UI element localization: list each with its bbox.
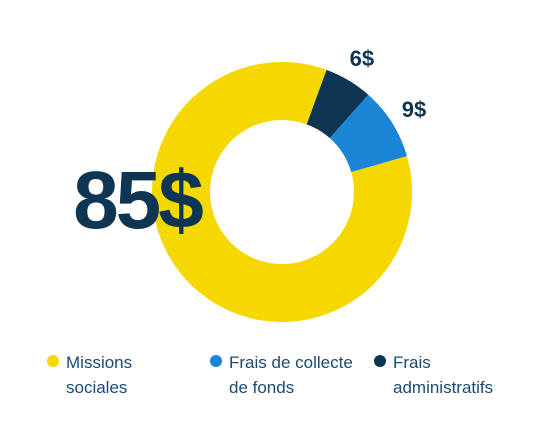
legend-label-frais-collecte: Frais de collecte de fonds <box>229 353 353 397</box>
slice-frais-de-collecte-de-fonds <box>329 94 407 173</box>
legend: Missions sociales Frais de collecte de f… <box>0 350 546 410</box>
data-label-frais-de-collecte-de-fonds: 9$ <box>402 97 426 122</box>
slice-frais-administratifs <box>306 69 369 139</box>
legend-label-missions-sociales: Missions sociales <box>66 353 133 397</box>
legend-swatch-frais-administratifs <box>374 355 386 367</box>
legend-item-frais-collecte: Frais de collecte de fonds <box>210 350 353 400</box>
slice-missions-sociales <box>152 62 413 322</box>
legend-item-frais-administratifs: Frais administratifs <box>374 350 493 400</box>
legend-label-frais-administratifs: Frais administratifs <box>393 353 494 397</box>
legend-item-missions-sociales: Missions sociales <box>47 350 132 400</box>
legend-swatch-frais-collecte <box>210 355 222 367</box>
legend-swatch-missions-sociales <box>47 355 59 367</box>
center-value-label: 85$ <box>73 155 203 246</box>
data-label-frais-administratifs: 6$ <box>350 46 374 71</box>
